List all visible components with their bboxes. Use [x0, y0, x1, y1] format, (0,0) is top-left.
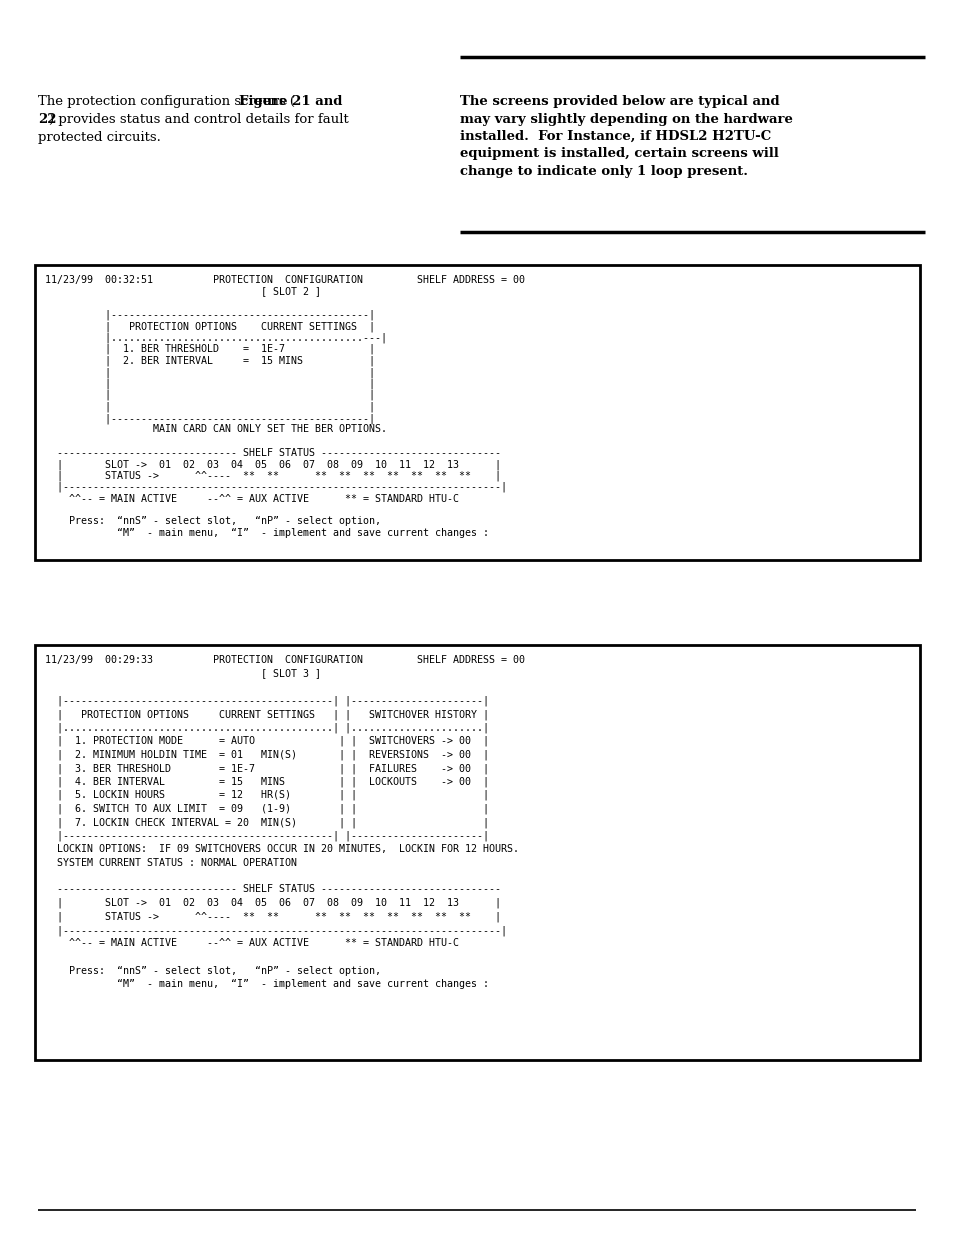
Text: “M”  - main menu,  “I”  - implement and save current changes :: “M” - main menu, “I” - implement and sav…	[45, 979, 489, 989]
Text: |-------------------------------------------|: |---------------------------------------…	[45, 412, 375, 424]
Text: |       SLOT ->  01  02  03  04  05  06  07  08  09  10  11  12  13      |: | SLOT -> 01 02 03 04 05 06 07 08 09 10 …	[45, 898, 500, 909]
Text: |   PROTECTION OPTIONS     CURRENT SETTINGS   | |   SWITCHOVER HISTORY |: | PROTECTION OPTIONS CURRENT SETTINGS | …	[45, 709, 489, 720]
Text: |       STATUS ->      ^^----  **  **      **  **  **  **  **  **  **    |: | STATUS -> ^^---- ** ** ** ** ** ** ** …	[45, 471, 500, 480]
Text: |.............................................| |......................|: |.......................................…	[45, 722, 489, 734]
Text: LOCKIN OPTIONS:  IF 09 SWITCHOVERS OCCUR IN 20 MINUTES,  LOCKIN FOR 12 HOURS.: LOCKIN OPTIONS: IF 09 SWITCHOVERS OCCUR …	[45, 844, 518, 853]
Text: equipment is installed, certain screens will: equipment is installed, certain screens …	[459, 147, 778, 161]
Text: |---------------------------------------------| |----------------------|: |---------------------------------------…	[45, 830, 489, 841]
Text: 22: 22	[38, 112, 56, 126]
Text: change to indicate only 1 loop present.: change to indicate only 1 loop present.	[459, 165, 747, 178]
Text: |  2. MINIMUM HOLDIN TIME  = 01   MIN(S)       | |  REVERSIONS  -> 00  |: | 2. MINIMUM HOLDIN TIME = 01 MIN(S) | |…	[45, 750, 489, 760]
Text: |  5. LOCKIN HOURS         = 12   HR(S)        | |                     |: | 5. LOCKIN HOURS = 12 HR(S) | | |	[45, 790, 489, 800]
Text: |                                           |: | |	[45, 390, 375, 400]
Text: |  2. BER INTERVAL     =  15 MINS           |: | 2. BER INTERVAL = 15 MINS |	[45, 356, 375, 366]
Text: ------------------------------ SHELF STATUS ------------------------------: ------------------------------ SHELF STA…	[45, 447, 500, 457]
Text: |  6. SWITCH TO AUX LIMIT  = 09   (1-9)        | |                     |: | 6. SWITCH TO AUX LIMIT = 09 (1-9) | | …	[45, 804, 489, 814]
Text: |       STATUS ->      ^^----  **  **      **  **  **  **  **  **  **    |: | STATUS -> ^^---- ** ** ** ** ** ** ** …	[45, 911, 500, 923]
Text: |  1. PROTECTION MODE      = AUTO              | |  SWITCHOVERS -> 00  |: | 1. PROTECTION MODE = AUTO | | SWITCHOV…	[45, 736, 489, 746]
Text: The screens provided below are typical and: The screens provided below are typical a…	[459, 95, 779, 107]
Text: |  7. LOCKIN CHECK INTERVAL = 20  MIN(S)       | |                     |: | 7. LOCKIN CHECK INTERVAL = 20 MIN(S) |…	[45, 818, 489, 827]
Text: The protection configuration screens (: The protection configuration screens (	[38, 95, 294, 107]
Text: ^^-- = MAIN ACTIVE     --^^ = AUX ACTIVE      ** = STANDARD HTU-C: ^^-- = MAIN ACTIVE --^^ = AUX ACTIVE ** …	[45, 939, 458, 948]
Text: Figure 21 and: Figure 21 and	[239, 95, 342, 107]
Text: Press:  “nnS” - select slot,   “nP” - select option,: Press: “nnS” - select slot, “nP” - selec…	[45, 966, 380, 976]
Text: |   PROTECTION OPTIONS    CURRENT SETTINGS  |: | PROTECTION OPTIONS CURRENT SETTINGS |	[45, 321, 375, 331]
Text: |                                           |: | |	[45, 378, 375, 389]
Text: |  4. BER INTERVAL         = 15   MINS         | |  LOCKOUTS    -> 00  |: | 4. BER INTERVAL = 15 MINS | | LOCKOUTS…	[45, 777, 489, 787]
Text: may vary slightly depending on the hardware: may vary slightly depending on the hardw…	[459, 112, 792, 126]
Text: 11/23/99  00:29:33          PROTECTION  CONFIGURATION         SHELF ADDRESS = 00: 11/23/99 00:29:33 PROTECTION CONFIGURATI…	[45, 655, 524, 664]
Text: |                                           |: | |	[45, 401, 375, 412]
Text: |-------------------------------------------|: |---------------------------------------…	[45, 310, 375, 320]
Text: protected circuits.: protected circuits.	[38, 131, 161, 144]
Text: |                                           |: | |	[45, 367, 375, 378]
Text: MAIN CARD CAN ONLY SET THE BER OPTIONS.: MAIN CARD CAN ONLY SET THE BER OPTIONS.	[45, 425, 387, 435]
Text: |  3. BER THRESHOLD        = 1E-7              | |  FAILURES    -> 00  |: | 3. BER THRESHOLD = 1E-7 | | FAILURES -…	[45, 763, 489, 773]
Text: [ SLOT 2 ]: [ SLOT 2 ]	[45, 287, 320, 296]
Text: |-------------------------------------------------------------------------|: |---------------------------------------…	[45, 925, 506, 935]
Bar	[35, 266, 919, 559]
Text: 11/23/99  00:32:51          PROTECTION  CONFIGURATION         SHELF ADDRESS = 00: 11/23/99 00:32:51 PROTECTION CONFIGURATI…	[45, 275, 524, 285]
Text: |  1. BER THRESHOLD    =  1E-7              |: | 1. BER THRESHOLD = 1E-7 |	[45, 345, 375, 354]
Text: ^^-- = MAIN ACTIVE     --^^ = AUX ACTIVE      ** = STANDARD HTU-C: ^^-- = MAIN ACTIVE --^^ = AUX ACTIVE ** …	[45, 494, 458, 504]
Text: |-------------------------------------------------------------------------|: |---------------------------------------…	[45, 482, 506, 493]
Text: |---------------------------------------------| |----------------------|: |---------------------------------------…	[45, 695, 489, 706]
Text: |       SLOT ->  01  02  03  04  05  06  07  08  09  10  11  12  13      |: | SLOT -> 01 02 03 04 05 06 07 08 09 10 …	[45, 459, 500, 469]
Text: |..........................................---|: |.......................................…	[45, 332, 387, 343]
Text: [ SLOT 3 ]: [ SLOT 3 ]	[45, 668, 320, 678]
Bar	[35, 645, 919, 1060]
Text: ------------------------------ SHELF STATUS ------------------------------: ------------------------------ SHELF STA…	[45, 884, 500, 894]
Text: SYSTEM CURRENT STATUS : NORMAL OPERATION: SYSTEM CURRENT STATUS : NORMAL OPERATION	[45, 857, 296, 867]
Text: “M”  - main menu,  “I”  - implement and save current changes :: “M” - main menu, “I” - implement and sav…	[45, 529, 489, 538]
Text: ) provides status and control details for fault: ) provides status and control details fo…	[49, 112, 348, 126]
Text: installed.  For Instance, if HDSL2 H2TU-C: installed. For Instance, if HDSL2 H2TU-C	[459, 130, 770, 143]
Text: Press:  “nnS” - select slot,   “nP” - select option,: Press: “nnS” - select slot, “nP” - selec…	[45, 516, 380, 526]
